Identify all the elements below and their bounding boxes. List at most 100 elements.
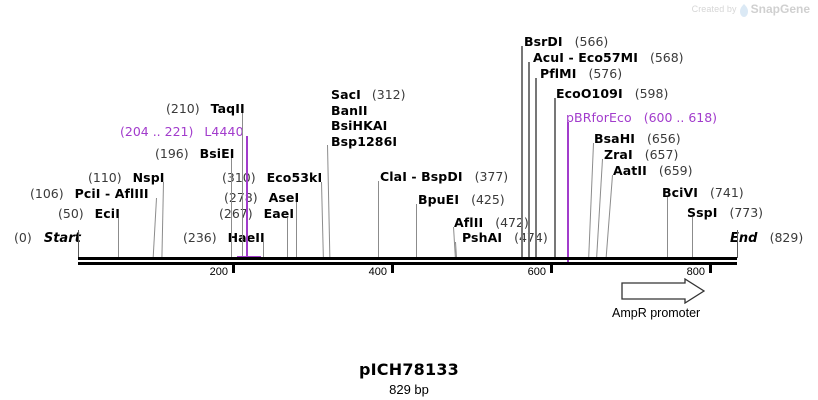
leader-line-aseI bbox=[296, 202, 297, 258]
leader-line-bsiEI bbox=[231, 158, 232, 258]
snapgene-logo-icon bbox=[739, 3, 748, 17]
site-enzyme: BciVI bbox=[662, 185, 699, 200]
sequence-backbone-top bbox=[78, 257, 737, 260]
site-enzyme: Eco53kI bbox=[266, 170, 323, 185]
site-position: (659) bbox=[658, 163, 693, 178]
site-label-claI-bspDI: ClaI - BspDI (377) bbox=[380, 169, 508, 184]
leader-line-pflMI bbox=[535, 78, 537, 258]
snapgene-watermark: Created by SnapGene bbox=[692, 2, 810, 17]
leader-line-bpuEI bbox=[416, 204, 417, 258]
site-enzyme: ZraI bbox=[604, 147, 633, 162]
site-position: (377) bbox=[474, 169, 509, 184]
site-position: (110) bbox=[88, 170, 122, 185]
plasmid-size: 829 bp bbox=[389, 382, 429, 397]
primer-label-pbrforeco: pBRforEco (600 .. 618) bbox=[566, 110, 717, 125]
site-enzyme: BsrDI bbox=[524, 34, 563, 49]
site-position: (472) bbox=[495, 215, 529, 230]
site-label-ecoO109I: EcoO109I (598) bbox=[556, 86, 668, 101]
leader-line-ecoO109I bbox=[554, 98, 556, 258]
site-label-acuI-eco57MI: AcuI - Eco57MI (568) bbox=[533, 50, 684, 65]
leader-line-pciI bbox=[152, 198, 157, 258]
site-label-bsp1286I: Bsp1286I bbox=[331, 133, 398, 149]
site-enzyme: PciI - AflIII bbox=[74, 186, 149, 201]
start-label: Start bbox=[43, 231, 81, 246]
ruler-label-800: 800 bbox=[686, 266, 705, 278]
site-position: (236) bbox=[183, 230, 217, 245]
site-position: (425) bbox=[471, 192, 505, 207]
leader-line-acuI bbox=[528, 62, 530, 258]
leader-line-sacI bbox=[327, 144, 331, 258]
leader-line-eco53kI bbox=[321, 181, 324, 258]
site-position: (568) bbox=[649, 50, 684, 65]
leader-line-start bbox=[78, 230, 79, 258]
start-position: (0) bbox=[14, 230, 32, 245]
site-label-sspI: SspI (773) bbox=[687, 205, 763, 220]
site-position: (196) bbox=[155, 146, 189, 161]
ruler-tick-400 bbox=[391, 265, 394, 273]
end-label: End bbox=[730, 231, 758, 246]
site-enzyme: TaqII bbox=[210, 101, 245, 116]
site-enzyme: AcuI - Eco57MI bbox=[533, 50, 638, 65]
site-label-nspI: (110) NspI bbox=[88, 170, 165, 185]
leader-line-bciVI bbox=[667, 197, 668, 258]
site-position: (741) bbox=[710, 185, 744, 200]
site-enzyme: AseI bbox=[268, 190, 300, 205]
site-label-zraI: ZraI (657) bbox=[604, 147, 678, 162]
site-enzyme: BsiEI bbox=[199, 146, 235, 161]
site-label-eco53kI: (310) Eco53kI bbox=[222, 170, 322, 185]
primer-label-l4440: (204 .. 221) L4440 bbox=[120, 124, 244, 139]
ruler-label-600: 600 bbox=[527, 266, 546, 278]
leader-line-claI bbox=[378, 181, 379, 258]
leader-line-eaeI bbox=[287, 218, 288, 258]
feature-ampr-promoter[interactable] bbox=[621, 277, 706, 308]
site-enzyme: ClaI - BspDI bbox=[380, 169, 463, 184]
site-label-bsaHI: BsaHI (656) bbox=[594, 131, 681, 146]
site-position: (278) bbox=[224, 190, 258, 205]
primer-range: (600 .. 618) bbox=[643, 110, 718, 125]
ruler-tick-600 bbox=[550, 265, 553, 273]
site-label-banII: BanII bbox=[331, 102, 368, 118]
site-label-bciVI: BciVI (741) bbox=[662, 185, 744, 200]
site-enzyme: BsaHI bbox=[594, 131, 636, 146]
site-label-sacI: SacI (312) bbox=[331, 87, 406, 103]
site-position: (598) bbox=[634, 86, 669, 101]
sequence-backbone-bottom bbox=[78, 262, 737, 265]
site-label-aatII: AatII (659) bbox=[613, 163, 693, 178]
leader-line-aatII bbox=[605, 175, 613, 258]
watermark-brand: SnapGene bbox=[750, 2, 810, 16]
ruler-label-200: 200 bbox=[209, 266, 228, 278]
site-position: (657) bbox=[644, 147, 679, 162]
start-marker: (0) Start bbox=[14, 230, 81, 246]
site-label-bsiEI: (196) BsiEI bbox=[155, 146, 235, 161]
site-position: (310) bbox=[222, 170, 256, 185]
site-enzyme: EaeI bbox=[263, 206, 295, 221]
site-enzyme: NspI bbox=[132, 170, 165, 185]
primer-marker-pbrforeco-stem bbox=[567, 122, 569, 264]
site-label-bsiHKAI: BsiHKAI bbox=[331, 118, 388, 133]
plasmid-footer: pICH78133 829 bp bbox=[0, 360, 818, 397]
leader-line-pshAI bbox=[455, 241, 457, 258]
site-enzyme: EcoO109I bbox=[556, 86, 623, 101]
site-position: (474) bbox=[514, 230, 548, 245]
site-label-aseI: (278) AseI bbox=[224, 190, 299, 205]
site-position: (210) bbox=[166, 101, 200, 116]
leader-line-sspI bbox=[692, 217, 693, 258]
site-enzyme: AatII bbox=[613, 163, 647, 178]
site-label-haeII: (236) HaeII bbox=[183, 230, 265, 245]
site-label-bpuEI: BpuEI (425) bbox=[418, 192, 505, 207]
end-position: (829) bbox=[769, 230, 804, 245]
page-title: pICH78133 bbox=[358, 360, 459, 379]
site-label-eaeI: (267) EaeI bbox=[219, 206, 294, 221]
ruler-tick-800 bbox=[709, 265, 712, 273]
site-enzyme: PflMI bbox=[540, 66, 577, 81]
site-position: (656) bbox=[647, 131, 681, 146]
site-position: (576) bbox=[588, 66, 623, 81]
site-position: (106) bbox=[30, 186, 64, 201]
site-label-pciI-aflIII: (106) PciI - AflIII bbox=[30, 186, 149, 201]
site-label-eciI: (50) EciI bbox=[58, 206, 120, 221]
site-label-pflMI: PflMI (576) bbox=[540, 66, 622, 81]
primer-range: (204 .. 221) bbox=[120, 124, 194, 139]
site-label-taqII: (210) TaqII bbox=[166, 101, 245, 116]
site-position: (50) bbox=[58, 206, 84, 221]
